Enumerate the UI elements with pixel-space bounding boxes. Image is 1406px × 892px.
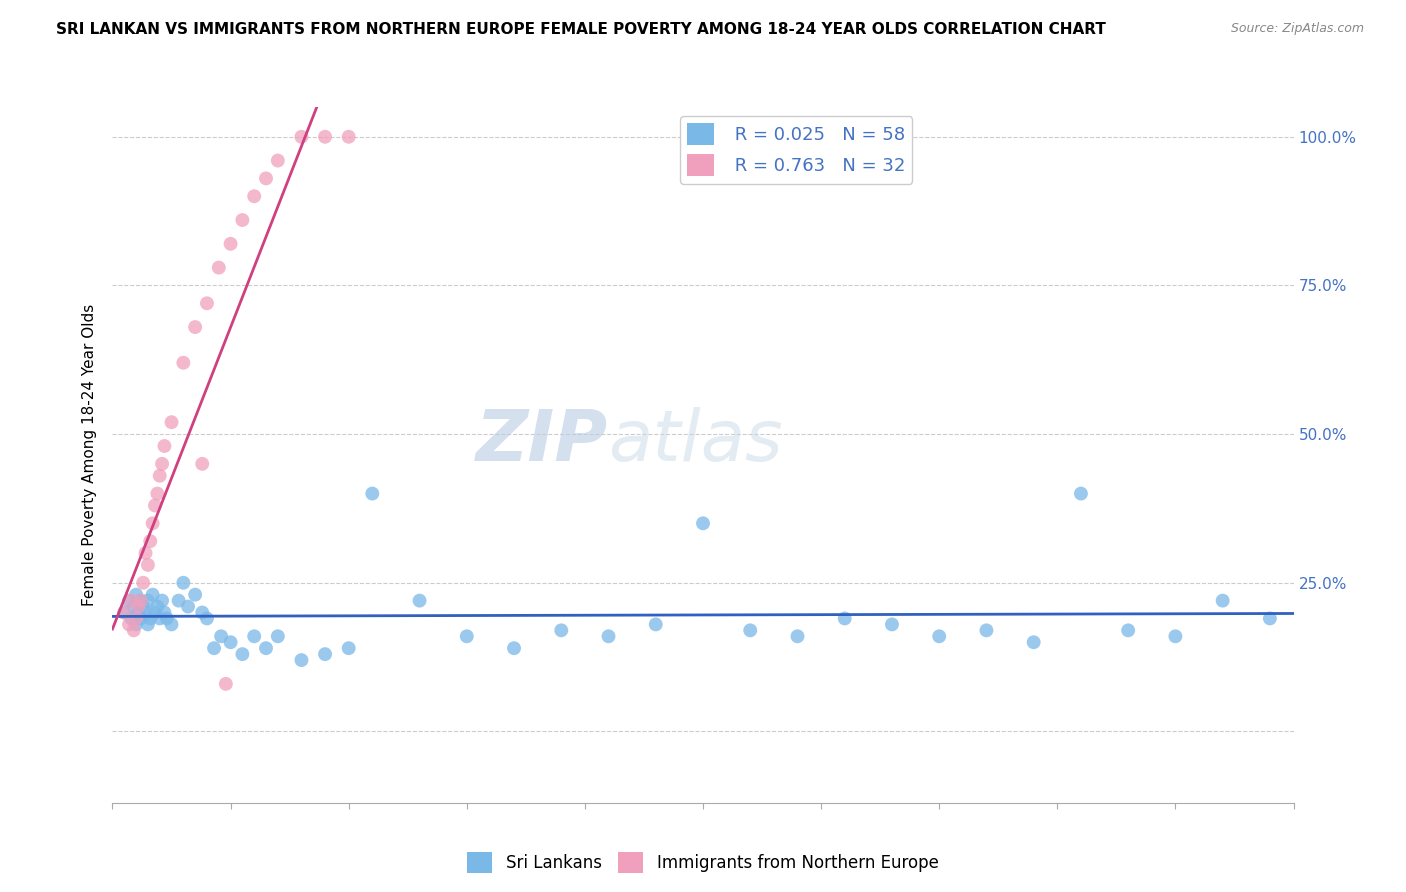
Point [120, 593, 142, 607]
Point [153, 439, 176, 453]
Point [254, 171, 277, 186]
Point [254, 641, 277, 656]
Point [243, 629, 266, 643]
Point [136, 558, 159, 572]
Point [146, 486, 169, 500]
Point [219, 635, 242, 649]
Point [153, 606, 176, 620]
Point [231, 213, 253, 227]
Point [149, 468, 172, 483]
Point [243, 189, 266, 203]
Point [118, 617, 141, 632]
Point [880, 617, 903, 632]
Point [184, 320, 207, 334]
Point [928, 629, 950, 643]
Point [142, 516, 165, 531]
Point [208, 260, 231, 275]
Legend:  R = 0.025   N = 58,  R = 0.763   N = 32: R = 0.025 N = 58, R = 0.763 N = 32 [681, 116, 912, 184]
Point [976, 624, 998, 638]
Point [142, 588, 165, 602]
Point [834, 611, 856, 625]
Point [1258, 611, 1281, 625]
Point [408, 593, 430, 607]
Point [1070, 486, 1092, 500]
Point [290, 653, 312, 667]
Point [122, 624, 145, 638]
Point [267, 629, 290, 643]
Point [150, 457, 173, 471]
Point [314, 647, 336, 661]
Point [184, 588, 207, 602]
Point [231, 647, 253, 661]
Point [598, 629, 620, 643]
Point [146, 599, 169, 614]
Point [143, 499, 166, 513]
Text: Source: ZipAtlas.com: Source: ZipAtlas.com [1230, 22, 1364, 36]
Point [337, 641, 360, 656]
Point [740, 624, 762, 638]
Point [1212, 593, 1234, 607]
Point [118, 593, 141, 607]
Point [136, 593, 159, 607]
Point [195, 296, 218, 310]
Point [167, 593, 190, 607]
Point [129, 611, 152, 625]
Point [219, 236, 242, 251]
Point [160, 617, 183, 632]
Point [550, 624, 572, 638]
Point [786, 629, 808, 643]
Point [215, 677, 238, 691]
Legend: Sri Lankans, Immigrants from Northern Europe: Sri Lankans, Immigrants from Northern Eu… [461, 846, 945, 880]
Point [456, 629, 478, 643]
Point [127, 599, 149, 614]
Point [267, 153, 290, 168]
Point [139, 611, 162, 625]
Point [125, 588, 148, 602]
Point [135, 606, 157, 620]
Point [143, 606, 166, 620]
Point [503, 641, 526, 656]
Point [337, 129, 360, 144]
Point [202, 641, 225, 656]
Point [139, 534, 162, 549]
Point [692, 516, 714, 531]
Point [125, 611, 148, 625]
Point [191, 457, 214, 471]
Point [361, 486, 384, 500]
Point [1116, 624, 1139, 638]
Point [127, 606, 149, 620]
Text: SRI LANKAN VS IMMIGRANTS FROM NORTHERN EUROPE FEMALE POVERTY AMONG 18-24 YEAR OL: SRI LANKAN VS IMMIGRANTS FROM NORTHERN E… [56, 22, 1107, 37]
Point [136, 617, 159, 632]
Point [209, 629, 232, 643]
Point [150, 593, 173, 607]
Point [177, 599, 200, 614]
Point [1022, 635, 1045, 649]
Point [122, 599, 145, 614]
Point [314, 129, 336, 144]
Point [129, 593, 152, 607]
Point [120, 611, 142, 625]
Point [191, 606, 214, 620]
Y-axis label: Female Poverty Among 18-24 Year Olds: Female Poverty Among 18-24 Year Olds [82, 304, 97, 606]
Point [195, 611, 218, 625]
Point [156, 611, 179, 625]
Point [149, 611, 172, 625]
Text: ZIP: ZIP [477, 407, 609, 475]
Point [644, 617, 666, 632]
Point [112, 606, 135, 620]
Point [112, 606, 135, 620]
Point [160, 415, 183, 429]
Point [135, 546, 157, 560]
Point [290, 129, 312, 144]
Point [132, 575, 155, 590]
Point [125, 617, 148, 632]
Point [1164, 629, 1187, 643]
Point [172, 356, 194, 370]
Point [132, 599, 155, 614]
Point [172, 575, 194, 590]
Text: atlas: atlas [609, 407, 783, 475]
Point [129, 593, 152, 607]
